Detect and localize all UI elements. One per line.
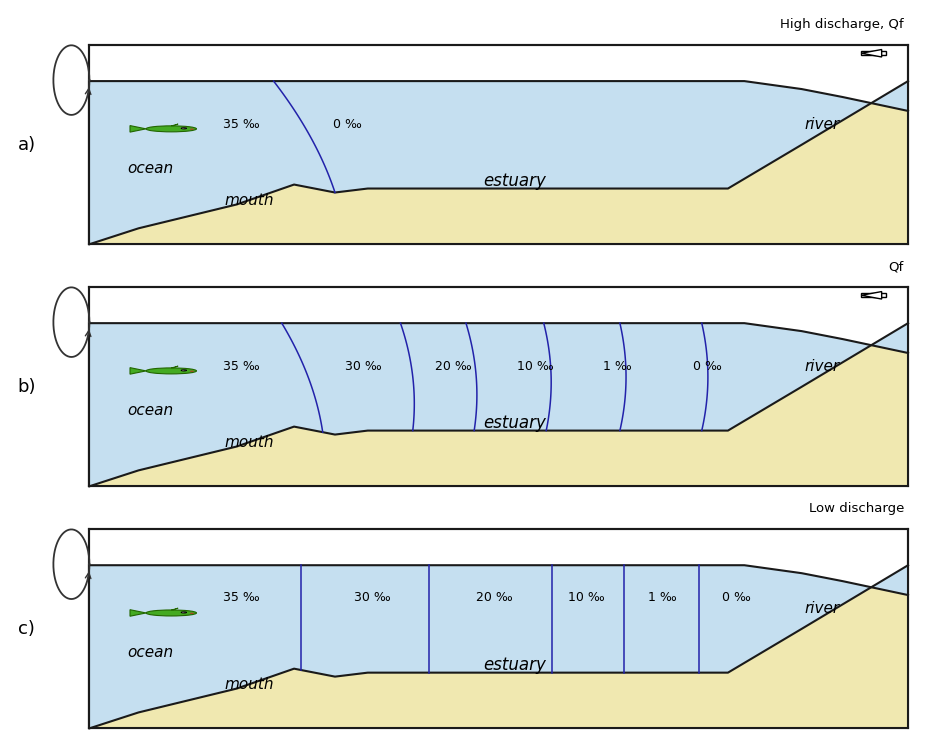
Bar bbox=[89, 529, 908, 728]
Text: estuary: estuary bbox=[484, 172, 547, 190]
Text: 0 ‰: 0 ‰ bbox=[694, 360, 722, 373]
Text: estuary: estuary bbox=[484, 656, 547, 674]
Ellipse shape bbox=[146, 368, 197, 374]
Text: river: river bbox=[805, 359, 839, 374]
Text: mouth: mouth bbox=[224, 677, 274, 692]
Polygon shape bbox=[171, 608, 178, 610]
Bar bbox=[861, 51, 886, 55]
Text: 1 ‰: 1 ‰ bbox=[648, 591, 677, 604]
Text: ocean: ocean bbox=[128, 645, 174, 660]
Polygon shape bbox=[89, 81, 908, 245]
Text: Low discharge: Low discharge bbox=[808, 502, 904, 516]
Text: 35 ‰: 35 ‰ bbox=[222, 360, 259, 373]
Text: 0 ‰: 0 ‰ bbox=[333, 119, 361, 131]
Bar bbox=[89, 288, 908, 486]
Circle shape bbox=[181, 370, 186, 371]
Circle shape bbox=[190, 129, 194, 130]
Circle shape bbox=[181, 612, 186, 613]
Text: mouth: mouth bbox=[224, 193, 274, 208]
Text: 35 ‰: 35 ‰ bbox=[222, 591, 259, 604]
Text: mouth: mouth bbox=[224, 435, 274, 450]
Polygon shape bbox=[130, 125, 146, 132]
Polygon shape bbox=[171, 366, 178, 368]
Text: ocean: ocean bbox=[128, 403, 174, 418]
Circle shape bbox=[181, 127, 186, 129]
Polygon shape bbox=[861, 50, 882, 57]
Polygon shape bbox=[89, 565, 908, 728]
Text: Qf: Qf bbox=[888, 260, 904, 273]
Text: estuary: estuary bbox=[484, 413, 547, 431]
Bar bbox=[861, 293, 886, 297]
Text: river: river bbox=[805, 602, 839, 617]
Polygon shape bbox=[861, 291, 882, 299]
Text: ocean: ocean bbox=[128, 161, 174, 176]
Text: 10 ‰: 10 ‰ bbox=[518, 360, 554, 373]
Ellipse shape bbox=[146, 126, 197, 132]
Polygon shape bbox=[89, 81, 908, 245]
Text: 0 ‰: 0 ‰ bbox=[722, 591, 751, 604]
Polygon shape bbox=[130, 610, 146, 617]
Polygon shape bbox=[89, 323, 908, 486]
Text: High discharge, Qf: High discharge, Qf bbox=[780, 19, 904, 31]
Polygon shape bbox=[171, 124, 178, 126]
Text: 1 ‰: 1 ‰ bbox=[603, 360, 631, 373]
Ellipse shape bbox=[146, 610, 197, 616]
Text: 20 ‰: 20 ‰ bbox=[436, 360, 472, 373]
Text: 35 ‰: 35 ‰ bbox=[222, 119, 259, 131]
Text: 30 ‰: 30 ‰ bbox=[354, 591, 391, 604]
Text: b): b) bbox=[18, 378, 36, 396]
Bar bbox=[89, 45, 908, 245]
Text: c): c) bbox=[19, 620, 35, 638]
Polygon shape bbox=[89, 323, 908, 486]
Text: 10 ‰: 10 ‰ bbox=[568, 591, 605, 604]
Text: 20 ‰: 20 ‰ bbox=[476, 591, 513, 604]
Text: river: river bbox=[805, 117, 839, 133]
Circle shape bbox=[190, 613, 194, 614]
Text: a): a) bbox=[18, 136, 36, 154]
Polygon shape bbox=[130, 368, 146, 374]
Text: 30 ‰: 30 ‰ bbox=[345, 360, 382, 373]
Polygon shape bbox=[89, 565, 908, 728]
Circle shape bbox=[190, 370, 194, 372]
